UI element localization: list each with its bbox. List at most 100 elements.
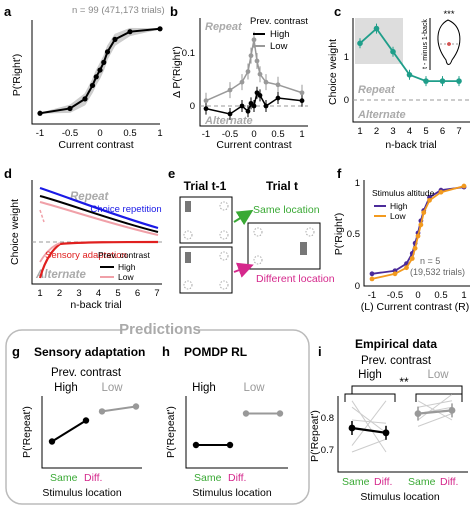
panel-f-xlabel: (L) Current contrast (R)	[361, 301, 470, 313]
panel-b-low-point	[239, 79, 245, 85]
panel-b-xticks: -1 -0.5 0 0.5 1	[202, 129, 305, 140]
panel-c-axes	[352, 18, 470, 123]
panel-g-title: Sensory adaptation	[34, 345, 145, 359]
panel-c-ytick-0: 0	[344, 95, 349, 106]
panel-b-xtick-label: 1	[299, 129, 304, 140]
panel-a-xticks: -1 -0.5 0 0.5 1	[36, 128, 163, 139]
panel-b-low-point	[245, 69, 251, 74]
panel-b-low-point	[227, 87, 233, 93]
panel-a-mean-point	[82, 96, 88, 102]
panel-c-weight-point	[406, 72, 413, 78]
panel-a-subject-curve	[39, 28, 161, 114]
panel-b-high-point	[263, 103, 269, 109]
panel-a-annotation: n = 99 (471,173 trials)	[72, 5, 165, 16]
panel-g-high-line	[51, 419, 87, 443]
panel-letter-e: e	[168, 166, 175, 181]
panel-f-low-point	[392, 271, 398, 277]
panel-letter-a: a	[4, 4, 12, 19]
panel-i-subject-line-low	[417, 413, 453, 427]
panel-b-ylabel: Δ P('Right')	[171, 46, 183, 98]
panel-e-box-cur	[247, 222, 321, 270]
panel-c-ytick-1: 1	[344, 52, 349, 63]
panel-i-diff-high: Diff.	[374, 476, 392, 488]
panel-b-high-point	[239, 103, 245, 109]
panel-b-xtick-label: -1	[202, 129, 210, 140]
panel-i-subject-line-high	[351, 400, 387, 453]
panel-f-n: n = 5	[420, 256, 440, 266]
panel-f-plot	[369, 183, 467, 282]
panel-d-choice-curve	[39, 186, 159, 230]
panel-d-xtick-label: 4	[96, 288, 101, 299]
panel-c-weight-point	[390, 48, 396, 55]
panel-e-grating-cur	[300, 242, 307, 255]
panel-i-axes	[337, 396, 468, 473]
panel-e-arrow-different	[233, 262, 254, 278]
panel-f-ylabel: P('Right')	[333, 213, 345, 256]
panel-e-trial-prev: Trial t-1	[184, 179, 227, 193]
panel-d-repeat-label: Repeat	[70, 191, 110, 203]
panel-h-plot	[192, 410, 284, 449]
panel-d-choice-label-text: Choice repetition	[90, 204, 161, 215]
panel-i-high: High	[358, 369, 382, 381]
panel-f-low-line	[371, 185, 465, 280]
panel-a-ylabel: P('Right')	[11, 54, 23, 97]
panel-h-high-point	[192, 441, 200, 449]
panel-b-high-point	[257, 93, 263, 98]
panel-d-xticks: 1 2 3 4 5 6 7	[37, 288, 159, 299]
panel-e-slot	[305, 227, 315, 237]
panel-b: b Repeat Alternate Prev. contrast High L…	[170, 4, 308, 151]
panel-e-grating-prev-top	[185, 201, 191, 212]
panel-b-xlabel: Current contrast	[216, 139, 291, 151]
panel-c-xtick-label: 3	[390, 126, 395, 137]
panel-a-mean-point	[127, 29, 133, 35]
panel-g-xlabel: Stimulus location	[42, 487, 122, 499]
panel-b-high-point	[227, 111, 233, 117]
panel-b-low-point	[254, 58, 260, 64]
panel-h-low: Low	[243, 382, 265, 394]
panel-f-ytick-0: 0	[355, 281, 360, 292]
panel-f-low-point	[427, 197, 432, 203]
panel-i-subject-line-high	[351, 406, 387, 434]
panel-i-high-point	[348, 424, 356, 432]
panel-letter-i: i	[318, 344, 322, 359]
panel-i-diff-low: Diff.	[440, 476, 458, 488]
panel-c-xtick-label: 7	[456, 126, 461, 137]
panel-d-combined-high	[39, 195, 159, 233]
panel-i-subject-line-low	[417, 400, 453, 408]
panel-b-alternate-label: Alternate	[204, 115, 253, 127]
panel-c-weight-point	[423, 78, 429, 84]
panel-a-xtick-label: 1	[157, 128, 162, 139]
panel-d-axes	[31, 180, 162, 285]
panel-d-xtick-label: 1	[37, 288, 42, 299]
panel-b-legend-low: Low	[270, 41, 288, 52]
panel-d-choice-label: Choice repetition	[90, 204, 161, 215]
panel-g-high-point	[48, 438, 56, 445]
panel-d-legend-low: Low	[118, 272, 134, 282]
panel-i-ytick-1: 0.7	[321, 445, 334, 456]
panel-f-low-point	[369, 276, 375, 282]
panel-b-low-point	[203, 98, 209, 104]
panel-g-low-point	[132, 403, 140, 410]
panel-b-low-line	[205, 39, 303, 102]
panel-letter-c: c	[334, 4, 341, 19]
panel-h-high-point	[226, 441, 234, 449]
panel-c: c Repeat Alternate 0 1 Choice weight n-b…	[327, 4, 470, 151]
panel-e: e Trial t-1 Trial t Same location Differ…	[168, 166, 335, 294]
panel-h-low-point	[276, 410, 284, 417]
panel-i-low: Low	[427, 369, 449, 381]
panel-g-low-line	[101, 405, 137, 413]
panel-c-xtick-label: 5	[423, 126, 428, 137]
panel-f-xtick-label: -1	[368, 290, 376, 301]
panel-h-xlabel: Stimulus location	[192, 487, 272, 499]
panel-i-subject-line-high	[351, 419, 387, 424]
panel-i-subject-line-high	[351, 438, 387, 453]
panel-c-weight-point	[439, 78, 446, 84]
panel-d-xtick-label: 6	[135, 288, 140, 299]
panel-a-subject-curve	[39, 28, 161, 114]
panel-e-slot	[183, 230, 193, 240]
panel-f-low-point	[461, 183, 467, 189]
panel-a-mean-point	[104, 49, 111, 55]
panel-a-mean-point	[93, 74, 99, 80]
panel-i-plot	[348, 394, 456, 453]
panel-a-mean-point	[101, 59, 107, 65]
